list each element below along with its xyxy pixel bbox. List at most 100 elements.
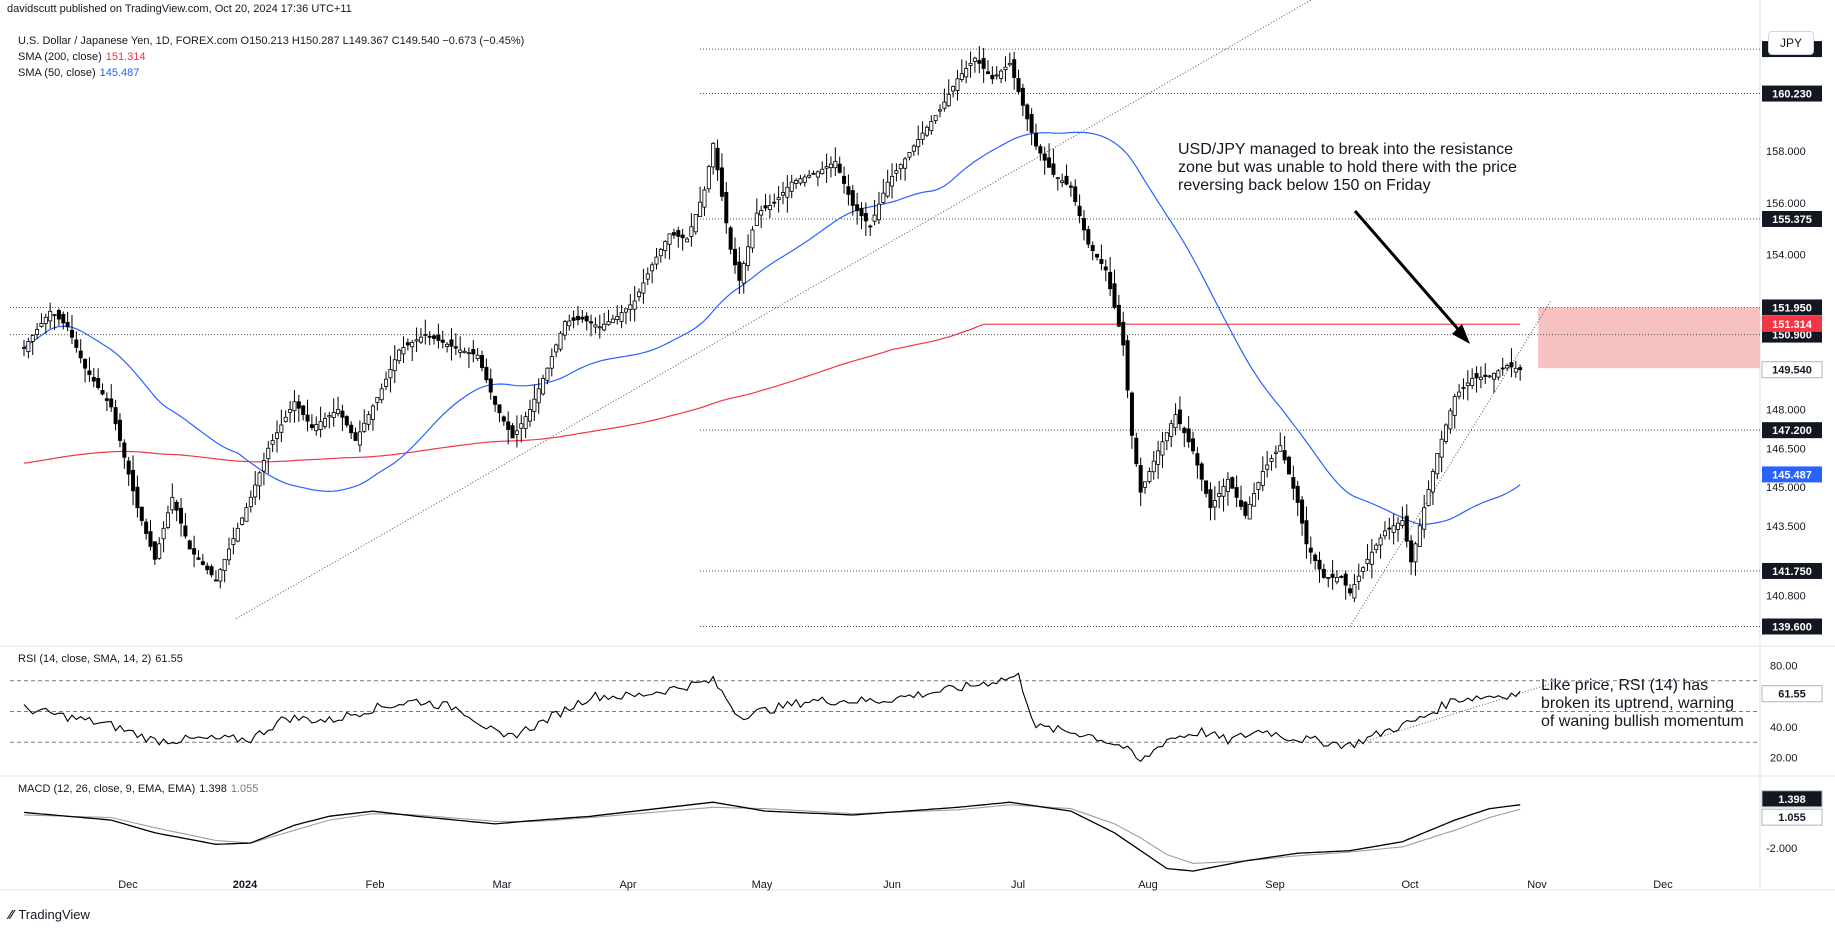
candle-down xyxy=(1404,515,1409,542)
candle-up xyxy=(375,397,380,403)
time-tick-label: Jul xyxy=(1011,879,1025,891)
candle-up xyxy=(968,62,973,66)
macd-value-label: 1.055 xyxy=(1778,812,1806,824)
candle-up xyxy=(628,304,633,310)
candle-up xyxy=(1448,410,1453,430)
candle-down xyxy=(1313,554,1318,562)
candle-down xyxy=(174,501,179,511)
candle-down xyxy=(152,541,157,560)
candle-up xyxy=(170,496,175,511)
candle-down xyxy=(719,167,724,197)
price-label-bg xyxy=(1762,466,1822,483)
candle-up xyxy=(794,180,799,184)
candle-up xyxy=(663,241,668,251)
candle-up xyxy=(746,246,751,267)
time-tick-label: 2024 xyxy=(233,879,258,891)
candle-down xyxy=(1304,520,1309,545)
candle-up xyxy=(1326,577,1331,579)
candle-up xyxy=(279,424,284,433)
candle-down xyxy=(205,565,210,571)
candle-down xyxy=(484,366,489,381)
candle-up xyxy=(1156,450,1161,465)
candle-up xyxy=(632,300,637,310)
candle-up xyxy=(1256,482,1261,490)
candle-down xyxy=(1308,547,1313,553)
macd-signal-line xyxy=(23,804,1521,864)
candle-up xyxy=(916,139,921,148)
sma200-legend[interactable]: SMA (200, close) 151.314 xyxy=(18,51,146,63)
candle-down xyxy=(126,460,131,475)
time-tick-label: Apr xyxy=(619,879,636,891)
candle-up xyxy=(1452,396,1457,416)
candle-up xyxy=(418,336,423,343)
macd-legend[interactable]: MACD (12, 26, close, 9, EMA, EMA) 1.398 1.… xyxy=(18,783,258,795)
candle-up xyxy=(1505,365,1510,369)
price-label: 151.314 xyxy=(1772,319,1813,331)
annotation-arrowhead xyxy=(1452,324,1470,344)
candle-up xyxy=(637,291,642,297)
candle-down xyxy=(56,309,61,320)
price-tick-label: 158.000 xyxy=(1766,146,1806,158)
candle-down xyxy=(1199,463,1204,480)
candle-up xyxy=(222,558,227,571)
level-label: 151.950 xyxy=(1772,302,1812,314)
candle-up xyxy=(1143,481,1148,488)
candle-up xyxy=(706,166,711,190)
candle-up xyxy=(750,229,755,249)
candle-up xyxy=(1003,66,1008,71)
rsi-legend[interactable]: RSI (14, close, SMA, 14, 2) 61.55 xyxy=(18,653,183,665)
currency-button[interactable]: JPY xyxy=(1768,31,1814,55)
candle-up xyxy=(1173,414,1178,429)
price-tick-label: 143.500 xyxy=(1766,521,1806,533)
candle-down xyxy=(811,172,816,175)
candle-up xyxy=(1435,453,1440,475)
candle-up xyxy=(1422,507,1427,530)
candle-up xyxy=(240,517,245,525)
candle-down xyxy=(200,561,205,565)
candle-down xyxy=(510,425,515,439)
candle-up xyxy=(231,538,236,545)
candle-up xyxy=(711,143,716,168)
candle-up xyxy=(523,416,528,430)
sma50-legend[interactable]: SMA (50, close) 145.487 xyxy=(18,67,139,79)
candle-down xyxy=(1099,259,1104,264)
candle-up xyxy=(641,282,646,294)
candle-down xyxy=(122,442,127,458)
candle-down xyxy=(471,349,476,355)
candle-down xyxy=(1230,477,1235,489)
candle-up xyxy=(1212,500,1217,508)
candle-up xyxy=(248,496,253,508)
candle-up xyxy=(820,168,825,175)
candle-up xyxy=(942,101,947,109)
candle-up xyxy=(702,189,707,208)
resistance-zone xyxy=(1538,307,1760,369)
candle-up xyxy=(1413,543,1418,563)
candle-down xyxy=(1051,163,1056,175)
time-tick-label: Nov xyxy=(1527,879,1547,891)
candle-up xyxy=(645,273,650,280)
candle-up xyxy=(541,378,546,395)
candle-up xyxy=(1055,177,1060,180)
candle-down xyxy=(104,398,109,401)
candle-up xyxy=(938,109,943,112)
candle-down xyxy=(1182,427,1187,434)
candle-down xyxy=(1238,500,1243,507)
candle-down xyxy=(1317,559,1322,570)
candle-up xyxy=(654,256,659,265)
candle-up xyxy=(35,329,40,335)
candle-up xyxy=(789,181,794,192)
candle-down xyxy=(432,335,437,339)
level-label-bg xyxy=(1762,422,1822,439)
candle-up xyxy=(667,233,672,245)
candle-up xyxy=(898,164,903,170)
symbol-ohlc-line: U.S. Dollar / Japanese Yen, 1D, FOREX.co… xyxy=(18,35,525,47)
price-tick-label: 154.000 xyxy=(1766,250,1806,262)
candle-up xyxy=(1060,180,1065,183)
candle-down xyxy=(1090,245,1095,252)
candle-down xyxy=(1387,527,1392,530)
tradingview-logo[interactable]: ⁄⁄ TradingView xyxy=(9,907,90,922)
candle-up xyxy=(933,115,938,121)
rsi-trendline xyxy=(1349,683,1551,747)
candle-down xyxy=(1186,428,1191,443)
